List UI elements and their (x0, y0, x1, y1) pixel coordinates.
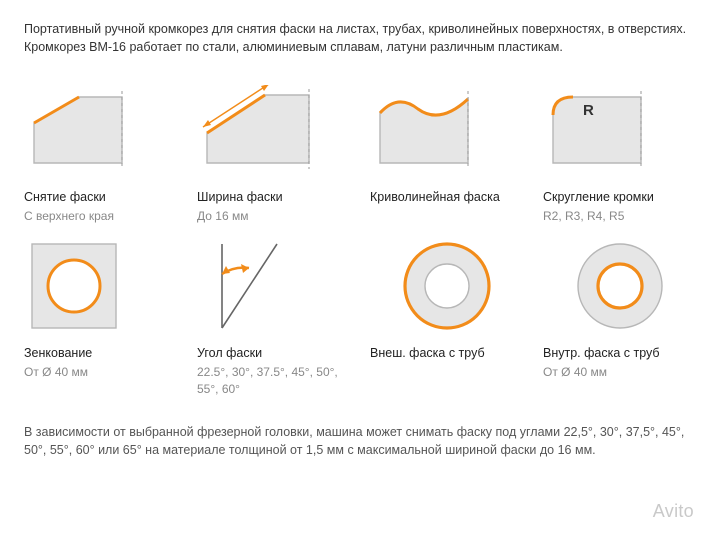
cell-title: Угол фаски (197, 344, 350, 362)
cell-sub: R2, R3, R4, R5 (543, 208, 696, 225)
cell-curved-chamfer: Криволинейная фаска (370, 80, 523, 226)
cell-sub: С верхнего края (24, 208, 177, 225)
icon-curved-chamfer (370, 80, 523, 180)
cell-title: Криволинейная фаска (370, 188, 523, 206)
cell-sub: От Ø 40 мм (543, 364, 696, 381)
cell-sub: 22.5°, 30°, 37.5°, 45°, 50°, 55°, 60° (197, 364, 350, 399)
icon-pipe-outer (370, 236, 523, 336)
icon-countersink (24, 236, 177, 336)
icon-chamfer-top (24, 80, 177, 180)
cell-pipe-inner: Внутр. фаска с труб От Ø 40 мм (543, 236, 696, 399)
cell-sub: До 16 мм (197, 208, 350, 225)
cell-title: Зенкование (24, 344, 177, 362)
cell-chamfer-top: Снятие фаски С верхнего края (24, 80, 177, 226)
cell-title: Внутр. фаска с труб (543, 344, 696, 362)
cell-title: Внеш. фаска с труб (370, 344, 523, 362)
diagram-grid: Снятие фаски С верхнего края Ширина фаск… (24, 80, 696, 398)
watermark: Avito (653, 498, 694, 524)
icon-edge-rounding: R (543, 80, 696, 180)
cell-sub: От Ø 40 мм (24, 364, 177, 381)
cell-title: Ширина фаски (197, 188, 350, 206)
cell-title: Скругление кромки (543, 188, 696, 206)
icon-pipe-inner (543, 236, 696, 336)
outro-text: В зависимости от выбранной фрезерной гол… (24, 423, 696, 459)
cell-pipe-outer: Внеш. фаска с труб (370, 236, 523, 399)
cell-countersink: Зенкование От Ø 40 мм (24, 236, 177, 399)
icon-chamfer-width (197, 80, 350, 180)
cell-chamfer-width: Ширина фаски До 16 мм (197, 80, 350, 226)
svg-text:R: R (583, 102, 594, 119)
icon-chamfer-angle (197, 236, 350, 336)
cell-edge-rounding: R Скругление кромки R2, R3, R4, R5 (543, 80, 696, 226)
cell-chamfer-angle: Угол фаски 22.5°, 30°, 37.5°, 45°, 50°, … (197, 236, 350, 399)
cell-title: Снятие фаски (24, 188, 177, 206)
intro-text: Портативный ручной кромкорез для снятия … (24, 20, 696, 56)
